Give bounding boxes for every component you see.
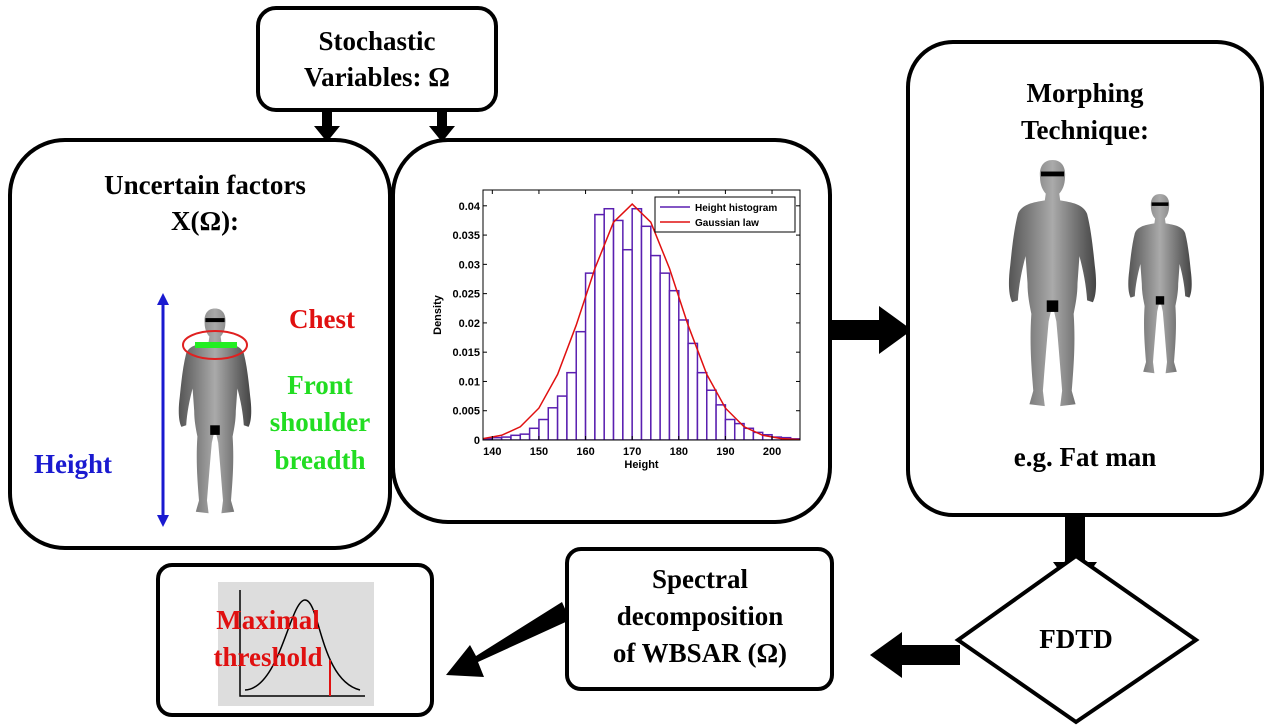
bar: [640, 225, 652, 440]
legend-label: Gaussian law: [695, 218, 759, 229]
bar: [612, 219, 624, 440]
bar: [566, 371, 577, 440]
y-tick-label: 0.03: [459, 259, 480, 271]
legend: [654, 196, 796, 233]
threshold-text: Maximal: [216, 605, 320, 635]
x-tick-label: 200: [763, 446, 781, 458]
bar: [650, 254, 661, 440]
x-tick-label: 140: [483, 446, 501, 458]
x-axis-label: Height: [624, 459, 659, 471]
bar: [575, 330, 587, 440]
height-label: Height: [34, 449, 112, 479]
bar: [556, 395, 568, 440]
shoulder-label: shoulder: [270, 407, 371, 437]
bar: [706, 389, 717, 440]
y-tick-label: 0.04: [459, 201, 481, 213]
x-tick-label: 180: [670, 446, 688, 458]
bar: [668, 289, 680, 440]
y-axis-label: Density: [432, 294, 444, 335]
shoulder-label: breadth: [274, 445, 365, 475]
y-tick-label: 0.025: [452, 289, 480, 301]
y-tick-label: 0.01: [459, 376, 480, 388]
fdtd-text: FDTD: [1039, 624, 1113, 654]
morphing-text: Technique:: [1021, 115, 1149, 145]
example-text: e.g. Fat man: [1014, 442, 1156, 472]
spectral-text: Spectral: [652, 564, 748, 594]
x-tick-label: 190: [716, 446, 734, 458]
spectral-text: decomposition: [617, 601, 784, 631]
y-tick-label: 0.005: [452, 406, 480, 418]
y-tick-label: 0: [474, 435, 480, 447]
bar: [519, 433, 531, 440]
x-tick-label: 150: [530, 446, 548, 458]
x-tick-label: 170: [623, 446, 641, 458]
bar: [631, 207, 643, 440]
line: [483, 203, 800, 440]
x-tick-label: 160: [576, 446, 594, 458]
spectral-box: [565, 547, 834, 691]
uncertain-text: X(Ω):: [171, 206, 239, 236]
fdtd-diamond: [954, 553, 1200, 725]
bar: [678, 319, 689, 440]
morphing-text: Morphing: [1026, 78, 1144, 108]
shoulder-label: Front: [287, 370, 353, 400]
chest-ellipse: [182, 330, 248, 360]
inset: [218, 582, 374, 706]
uncertain-text: Uncertain factors: [104, 170, 306, 200]
bar: [584, 272, 596, 440]
arrows: [314, 108, 1097, 678]
threshold-text: threshold: [213, 642, 322, 672]
bar: [696, 371, 708, 440]
bar: [528, 427, 540, 440]
bar: [622, 248, 633, 440]
bar: [510, 434, 522, 440]
bar: [687, 342, 699, 440]
y-tick-label: 0.015: [452, 347, 480, 359]
chart: 0 0.005 0.01 0.015 0.02 0.025 0.03 0.035 0.04 140…: [432, 189, 801, 471]
y-tick-label: 0.035: [452, 230, 480, 242]
stochastic-text: Variables: Ω: [304, 62, 450, 92]
bar: [659, 272, 671, 440]
legend-label: Height histogram: [695, 203, 777, 214]
bar: [547, 407, 559, 440]
y-tick-label: 0.02: [459, 318, 480, 330]
spectral-text: of WBSAR (Ω): [613, 638, 787, 668]
plot: [483, 203, 800, 440]
bar: [724, 418, 736, 440]
chest-label: Chest: [289, 304, 355, 334]
stochastic-text: Stochastic: [319, 26, 436, 56]
stochastic-box: [256, 6, 498, 112]
plot-frame: [482, 189, 801, 441]
bar: [538, 418, 550, 440]
bar: [715, 404, 727, 440]
